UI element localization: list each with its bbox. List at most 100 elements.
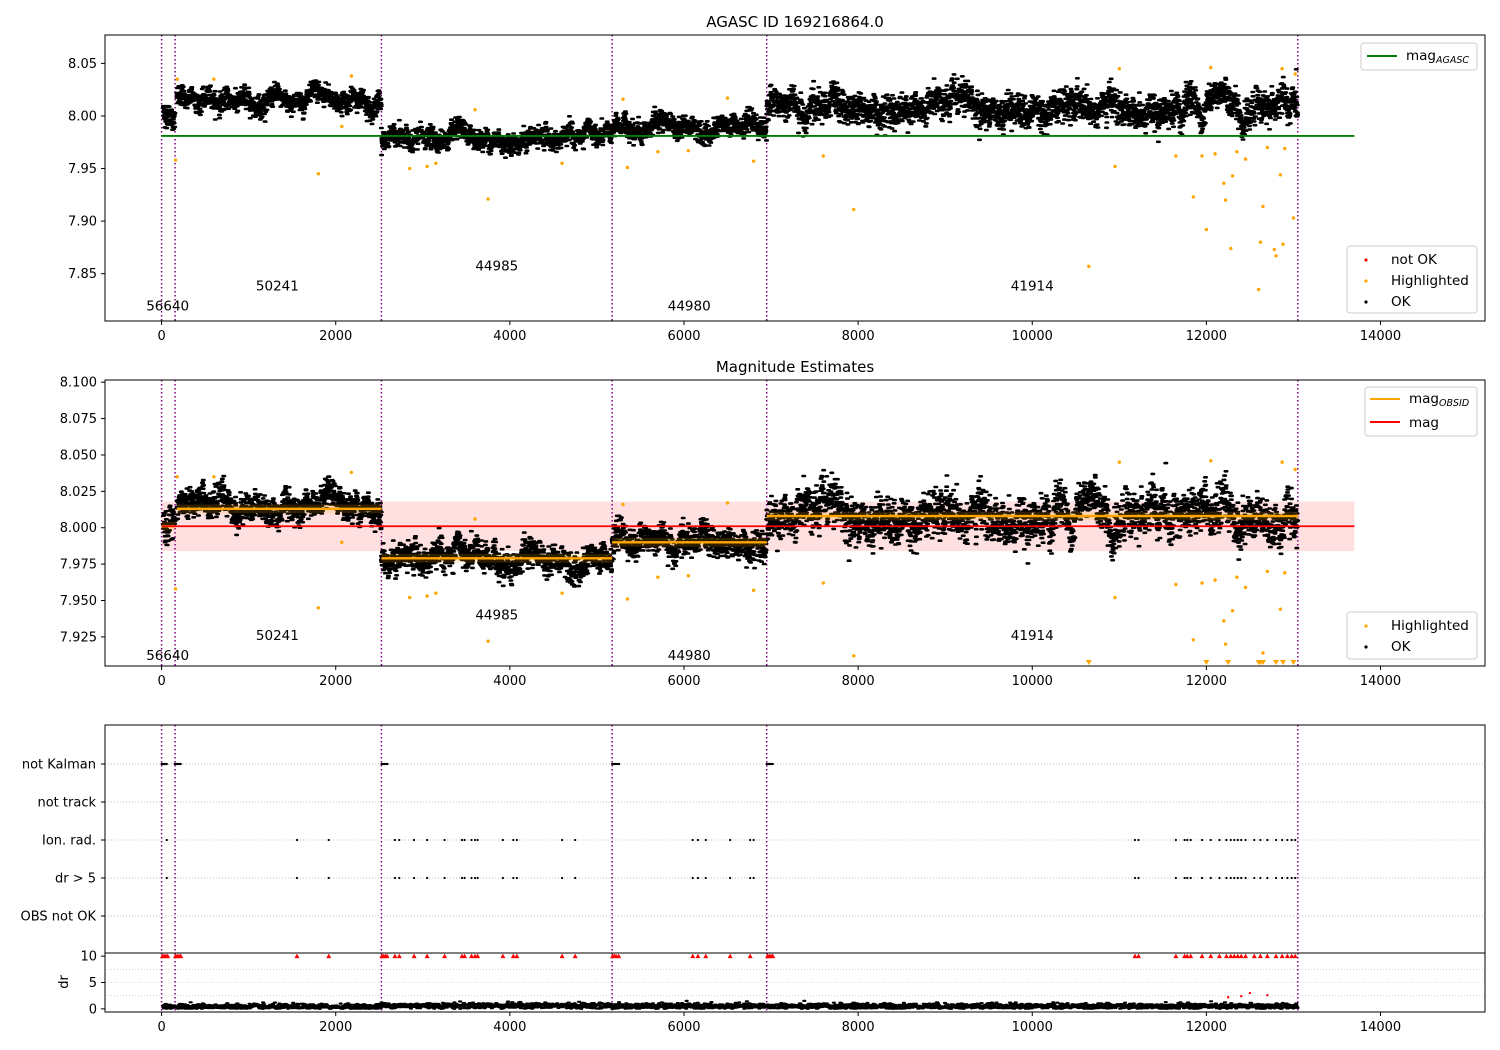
flags-dr-gt5-point-37 xyxy=(1240,876,1243,880)
dr-ytick-label-1: 5 xyxy=(89,976,97,991)
mid-below-axis-marker-2 xyxy=(1225,660,1232,665)
flags-category-label-3: dr > 5 xyxy=(55,872,96,887)
svg-text:magAGASC: magAGASC xyxy=(1406,48,1469,66)
flags-dr-gt5-point-39 xyxy=(1253,876,1256,880)
mid-highlighted-point-34 xyxy=(1278,607,1283,611)
flags-ion-rad-point-24 xyxy=(1133,838,1137,842)
mid-highlighted-point-14 xyxy=(656,575,660,579)
top-legend-lines: magAGASC xyxy=(1360,42,1478,71)
legend-marker-ok-2 xyxy=(1364,645,1368,649)
top-highlighted-point-28 xyxy=(1213,152,1217,156)
mid-highlighted-point-24 xyxy=(1200,581,1204,585)
flags-dr-gt5-point-41 xyxy=(1266,876,1269,880)
dr-ok-points xyxy=(161,999,1300,1010)
flags-ion-rad-point-40 xyxy=(1259,838,1262,842)
mid-highlighted-point-1 xyxy=(175,475,179,479)
flags-ion-rad-point-7 xyxy=(443,838,446,842)
flags-dr-gt5-point-45 xyxy=(1290,876,1293,880)
top-highlighted-point-46 xyxy=(1293,72,1297,76)
top-highlighted-point-10 xyxy=(473,107,477,112)
mid-highlighted-point-26 xyxy=(1213,578,1217,582)
mid-ytick-label-2: 7.975 xyxy=(60,558,97,573)
flags-dr-gt5-point-1 xyxy=(295,876,299,880)
mid-highlighted-point-12 xyxy=(621,502,625,507)
flags-dr-gt5-point-46 xyxy=(1294,876,1297,880)
dr-clipped-marker-15 xyxy=(396,953,402,959)
flags-dr-gt5-point-31 xyxy=(1209,876,1212,880)
legend-label-mag: mag xyxy=(1409,415,1439,431)
dr-clipped-marker-26 xyxy=(514,953,520,959)
flags-dr-gt5-point-22 xyxy=(749,876,752,880)
top-highlighted-point-23 xyxy=(1174,154,1178,158)
top-highlighted-point-6 xyxy=(408,166,412,171)
legend-marker-highlighted-2 xyxy=(1364,624,1368,628)
top-xtick-label-1: 2000 xyxy=(319,329,352,344)
top-highlighted-point-0 xyxy=(173,158,178,162)
legend-label-highlighted: Highlighted xyxy=(1391,273,1469,289)
top-highlighted-point-7 xyxy=(425,164,429,169)
dr-ok-scatter xyxy=(161,999,1300,1010)
top-highlighted-point-37 xyxy=(1261,204,1265,209)
dr-clipped-marker-42 xyxy=(1132,953,1138,959)
dr-clipped-marker-25 xyxy=(510,953,516,959)
flags-ion-rad-point-14 xyxy=(512,838,515,842)
flags-ion-rad-point-10 xyxy=(470,838,473,842)
mid-highlighted-point-36 xyxy=(1280,460,1284,464)
dr-clipped-marker-48 xyxy=(1199,953,1205,959)
top-highlighted-point-1 xyxy=(175,77,179,81)
mid-highlighted-point-29 xyxy=(1230,608,1235,613)
dr-clipped-marker-3 xyxy=(165,953,171,959)
mid-highlighted-point-23 xyxy=(1191,638,1196,642)
dr-clipped-marker-8 xyxy=(294,953,300,959)
flags-dr-gt5-point-43 xyxy=(1281,876,1284,880)
legend-label-ok-2: OK xyxy=(1391,639,1412,655)
flags-ion-rad-point-23 xyxy=(752,838,755,842)
mid-xtick-label-1: 2000 xyxy=(319,674,352,689)
mid-xtick-label-0: 0 xyxy=(157,674,165,689)
flags-dr-gt5-point-4 xyxy=(398,876,401,880)
top-highlighted-point-18 xyxy=(821,154,825,158)
dr-clipped-marker-18 xyxy=(442,953,448,959)
mid-legend-lines: magOBSID mag xyxy=(1364,386,1478,437)
dr-clipped-marker-37 xyxy=(747,953,753,959)
dr-clipped-marker-32 xyxy=(616,953,622,959)
mid-highlighted-point-28 xyxy=(1223,642,1228,646)
top-obsid-label-1: 50241 xyxy=(256,279,299,295)
top-obsid-label-4: 41914 xyxy=(1011,279,1054,295)
top-obsid-label-3: 44980 xyxy=(668,298,711,314)
top-xtick-label-0: 0 xyxy=(157,329,165,344)
legend-label-mag-agasc: mag xyxy=(1406,48,1436,64)
dr-clipped-marker-61 xyxy=(1279,953,1285,959)
mid-plot-magnitude-estimates: 56640 50241 44985 44980 41914 0 2000 4000 6000 80… xyxy=(60,376,1486,689)
flags-ion-rad-point-22 xyxy=(749,838,752,842)
mid-below-axis-marker-0 xyxy=(1085,660,1092,665)
legend-label-mag-obsid: mag xyxy=(1409,391,1439,407)
flags-not-kalman-point-3-10 xyxy=(618,762,621,766)
flags-dr-gt5-point-15 xyxy=(515,876,518,880)
flags-ion-rad-point-46 xyxy=(1294,838,1297,842)
dr-clipped-marker-23 xyxy=(475,953,481,959)
top-highlighted-point-38 xyxy=(1265,145,1270,150)
flags-dr-gt5-point-17 xyxy=(574,876,577,880)
mid-ytick-label-0: 7.925 xyxy=(60,630,97,645)
top-highlighted-point-29 xyxy=(1222,181,1226,185)
flags-dr-gt5-point-35 xyxy=(1233,876,1236,880)
top-xtick-label-6: 12000 xyxy=(1186,329,1227,344)
dr-clipped-marker-46 xyxy=(1184,953,1190,959)
flags-ion-rad-point-44 xyxy=(1286,838,1289,842)
legend-label-not-ok: not OK xyxy=(1391,252,1438,268)
top-ok-scatter xyxy=(160,68,1301,159)
mid-highlighted-point-21 xyxy=(1113,595,1117,600)
dr-clipped-marker-43 xyxy=(1135,953,1141,959)
top-highlighted-point-12 xyxy=(621,97,625,101)
mid-highlighted-point-31 xyxy=(1243,585,1248,590)
top-highlighted-point-33 xyxy=(1235,150,1239,154)
top-ytick-label-2: 7.95 xyxy=(68,162,97,177)
flags-dr-gt5-point-30 xyxy=(1200,876,1204,880)
flags-ion-rad-point-42 xyxy=(1274,838,1278,842)
flags-ion-rad-point-15 xyxy=(515,838,518,842)
mid-highlighted-point-4 xyxy=(340,540,344,544)
flags-ion-rad-point-36 xyxy=(1236,838,1239,842)
flags-dr-gt5-point-34 xyxy=(1229,876,1232,880)
